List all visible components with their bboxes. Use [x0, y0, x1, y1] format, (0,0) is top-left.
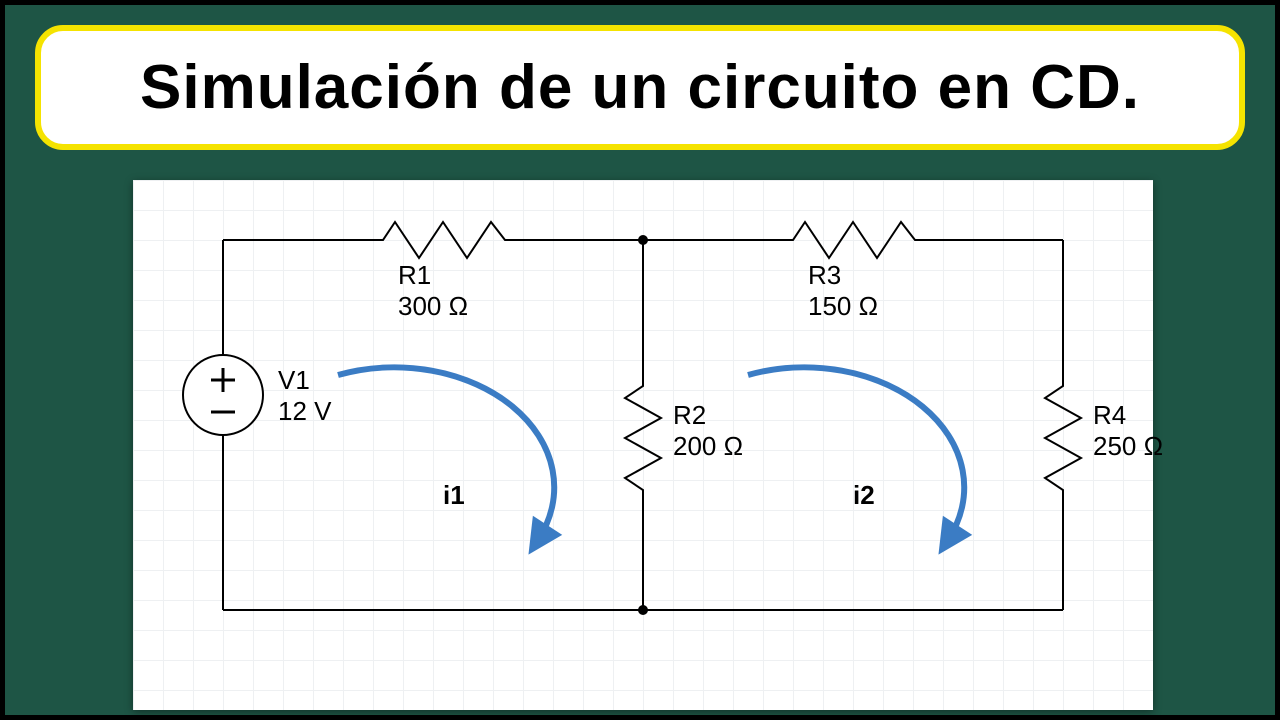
voltage-source-icon [183, 355, 263, 435]
title-banner: Simulación de un circuito en CD. [35, 25, 1245, 150]
source-label: V1 12 V [278, 365, 332, 427]
page-background: Simulación de un circuito en CD. [0, 0, 1280, 720]
resistor-r3-icon [773, 222, 933, 258]
loop-i2-label: i2 [853, 480, 875, 511]
source-value: 12 V [278, 396, 332, 426]
loop-i1-label: i1 [443, 480, 465, 511]
r4-value: 250 Ω [1093, 431, 1163, 461]
circuit-schematic [133, 180, 1153, 710]
r1-value: 300 Ω [398, 291, 468, 321]
resistor-r4-icon [1045, 370, 1081, 500]
source-name: V1 [278, 365, 310, 395]
circuit-panel: V1 12 V R1 300 Ω R2 200 Ω R3 150 Ω R4 25… [133, 180, 1153, 710]
node-top [638, 235, 648, 245]
r1-label: R1 300 Ω [398, 260, 468, 322]
r2-value: 200 Ω [673, 431, 743, 461]
r2-name: R2 [673, 400, 706, 430]
r3-name: R3 [808, 260, 841, 290]
r1-name: R1 [398, 260, 431, 290]
loop-arrow-i1 [338, 367, 554, 540]
r4-name: R4 [1093, 400, 1126, 430]
r3-value: 150 Ω [808, 291, 878, 321]
loop-arrow-i2 [748, 367, 964, 540]
resistor-r2-icon [625, 370, 661, 500]
r2-label: R2 200 Ω [673, 400, 743, 462]
r4-label: R4 250 Ω [1093, 400, 1163, 462]
resistor-r1-icon [363, 222, 523, 258]
node-bottom [638, 605, 648, 615]
page-title: Simulación de un circuito en CD. [140, 52, 1140, 123]
wires [223, 240, 1063, 610]
r3-label: R3 150 Ω [808, 260, 878, 322]
